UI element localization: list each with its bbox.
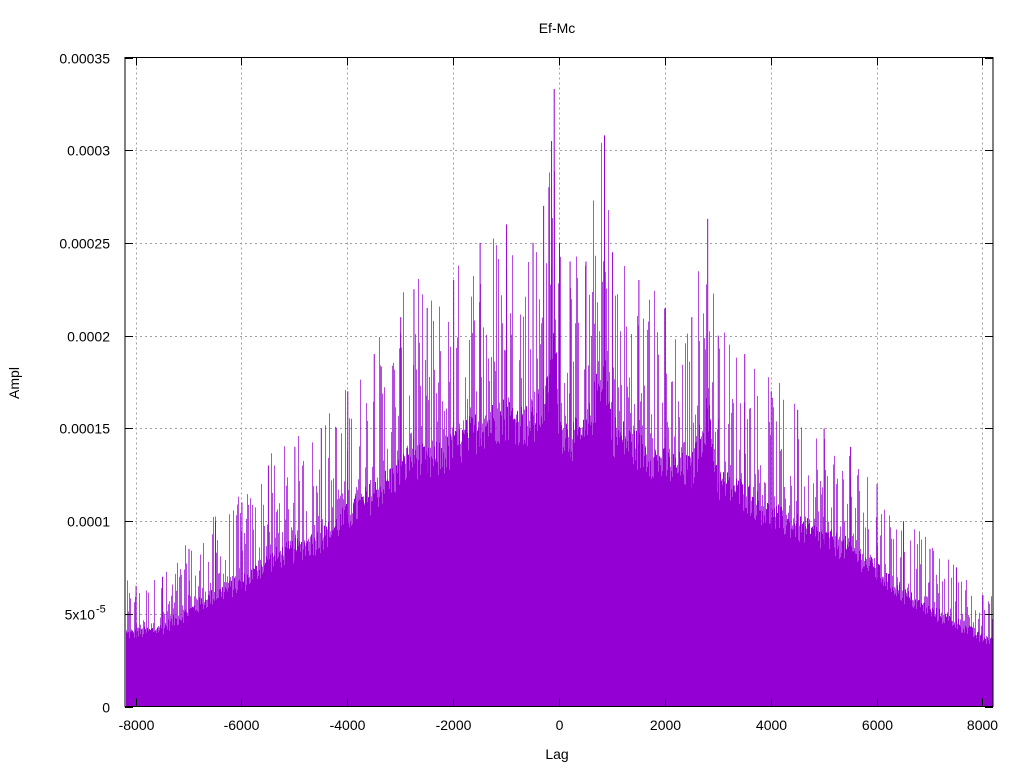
x-tick-label: -6000 [224,717,260,733]
x-tick-label: -2000 [436,717,472,733]
x-tick-label: 4000 [756,717,787,733]
x-tick-label: 8000 [967,717,998,733]
x-tick-label: -8000 [119,717,155,733]
x-tick-labels: -8000 -6000 -4000 -2000 0 2000 4000 6000 8000 [119,717,999,733]
x-tick-label: 2000 [650,717,681,733]
x-tick-label: 0 [556,717,564,733]
y-tick-label: 0.0002 [67,329,110,345]
x-tick-label: -4000 [330,717,366,733]
y-tick-label: 0.00025 [59,236,110,252]
chart-title: Ef-Mc [539,20,576,36]
y-tick-labels: 0 5x10 -5 0.0001 0.00015 0.0002 0.00025 0.0003 0… [59,51,110,716]
tick-marks [125,57,993,708]
y-tick-label: 0.0001 [67,514,110,530]
y-tick-label-exponent: -5 [96,604,106,616]
data-bars [126,89,993,707]
y-tick-label: 0.00015 [59,421,110,437]
y-tick-label: 5x10 [65,607,96,623]
y-tick-label: 0.0003 [67,143,110,159]
x-axis-label: Lag [545,746,568,762]
y-tick-label: 0.00035 [59,51,110,67]
y-axis-label: Ampl [6,367,22,399]
y-tick-label: 0 [102,700,110,716]
x-tick-label: 6000 [862,717,893,733]
